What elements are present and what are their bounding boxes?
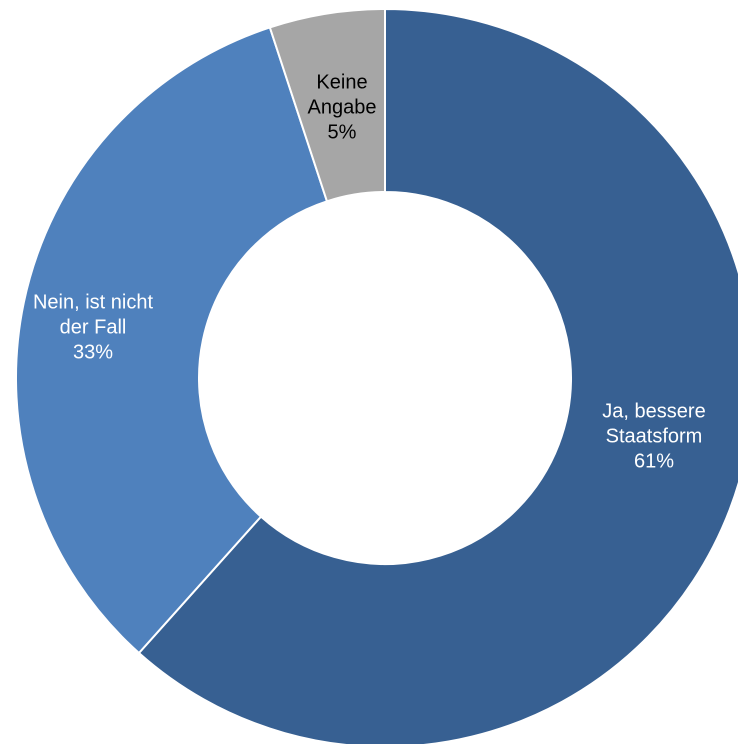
- donut-slice-2: [15, 26, 329, 655]
- slice-label-line: Angabe: [308, 96, 377, 118]
- slice-label-line: Staatsform: [606, 425, 703, 447]
- slice-label-line: der Fall: [60, 316, 127, 338]
- slice-label-line: Keine: [316, 71, 367, 93]
- slice-label-line: 5%: [328, 121, 357, 143]
- slice-label-2: Nein, ist nicht der Fall 33%: [33, 291, 153, 363]
- slice-label-line: Nein, ist nicht: [33, 291, 153, 313]
- slice-label-3: Keine Angabe 5%: [308, 71, 377, 143]
- donut-slice-3: [268, 7, 386, 203]
- slice-label-1: Ja, bessere Staatsform 61%: [602, 400, 705, 472]
- slice-label-line: 33%: [73, 341, 113, 363]
- slice-label-line: Ja, bessere: [602, 400, 705, 422]
- slice-label-line: 61%: [634, 450, 674, 472]
- donut-slice-1: [137, 7, 738, 744]
